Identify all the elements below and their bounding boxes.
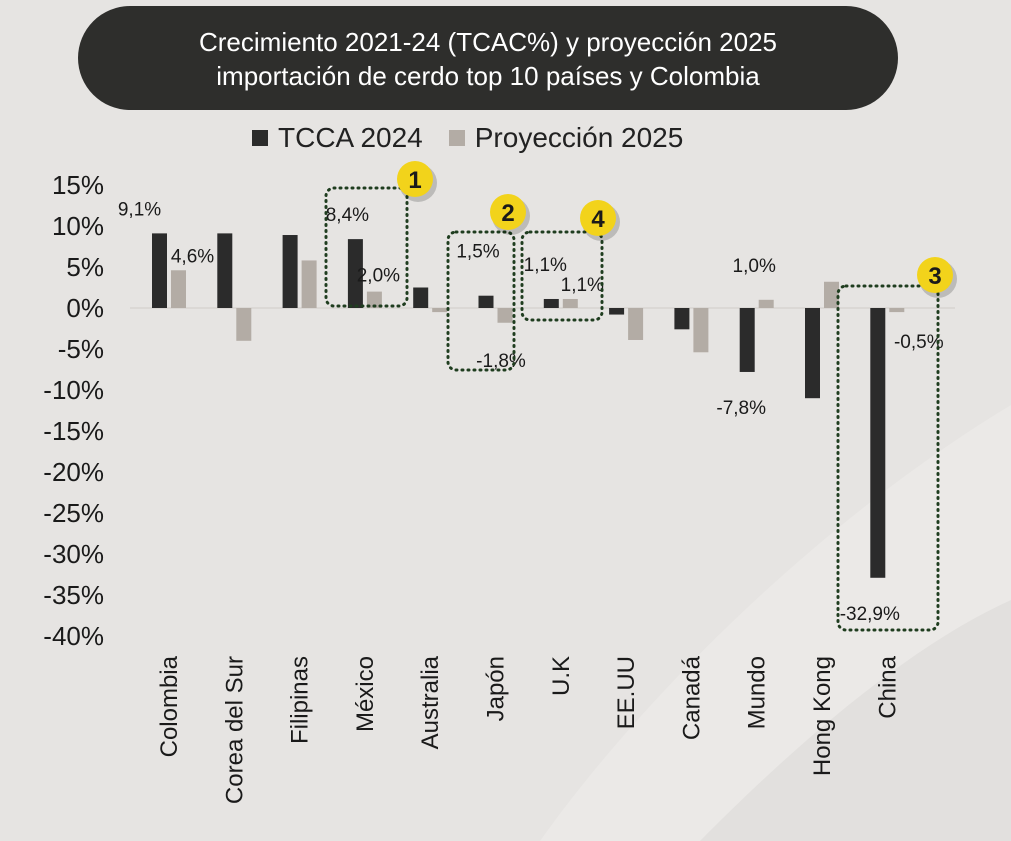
- legend-item-proyeccion: Proyección 2025: [448, 122, 684, 154]
- legend-swatch-proyeccion: [448, 130, 465, 146]
- bar-tcca: [609, 308, 625, 315]
- highlight-box: [520, 230, 604, 322]
- y-tick-label: -5%: [58, 334, 104, 364]
- data-label: 1,1%: [524, 255, 567, 276]
- badge-circle: [917, 257, 953, 293]
- y-tick-label: -30%: [43, 539, 104, 569]
- data-label: 8,4%: [326, 205, 369, 226]
- data-label: 2,0%: [357, 266, 400, 287]
- bar-tcca: [478, 295, 494, 308]
- badge-circle: [397, 161, 433, 197]
- y-tick-label: -20%: [43, 457, 104, 487]
- y-tick-label: 0%: [66, 293, 104, 323]
- y-tick-label: -10%: [43, 375, 104, 405]
- badge-number: 1: [408, 167, 421, 194]
- legend-label-tcca: TCCA 2024: [278, 122, 423, 153]
- legend-swatch-tcca: [252, 130, 268, 146]
- bar-proyeccion: [628, 308, 644, 340]
- highlight-box: [324, 186, 409, 308]
- bar-tcca: [347, 239, 363, 308]
- badge-circle: [490, 194, 526, 230]
- badge-circle: [580, 200, 616, 236]
- y-tick-label: -40%: [43, 621, 104, 651]
- chart-title-line-1: Crecimiento 2021-24 (TCAC%) y proyección…: [198, 27, 778, 57]
- y-tick-label: 15%: [52, 170, 104, 200]
- y-tick-label: -35%: [43, 580, 104, 610]
- x-category-label: Canadá: [678, 655, 705, 740]
- x-category-label: Filipinas: [287, 656, 314, 744]
- badge-number: 3: [928, 263, 941, 290]
- x-category-label: U.K: [548, 656, 575, 696]
- bar-proyeccion: [236, 308, 252, 341]
- bar-proyeccion: [366, 291, 382, 308]
- bar-tcca: [674, 308, 690, 330]
- data-label: 1,0%: [733, 256, 776, 277]
- highlight-box: [836, 284, 940, 632]
- data-label: 9,1%: [118, 199, 161, 220]
- x-category-label: Mundo: [744, 656, 771, 729]
- bar-proyeccion: [301, 260, 317, 308]
- bar-proyeccion: [497, 308, 513, 323]
- bar-tcca: [413, 287, 429, 308]
- bar-tcca: [282, 235, 298, 308]
- data-label: -0,5%: [894, 332, 944, 353]
- data-label: 4,6%: [171, 246, 214, 267]
- legend-item-tcca: TCCA 2024: [252, 122, 423, 154]
- bar-proyeccion: [693, 308, 709, 353]
- bar-proyeccion: [824, 281, 839, 308]
- x-category-label: Japón: [483, 656, 510, 721]
- x-category-label: Australia: [417, 655, 444, 749]
- bar-tcca: [152, 233, 167, 308]
- y-tick-label: -25%: [43, 498, 104, 528]
- bar-tcca: [739, 308, 755, 372]
- badge-number: 4: [591, 206, 605, 233]
- data-label: -7,8%: [716, 398, 766, 419]
- x-category-label: Colombia: [156, 655, 183, 757]
- bar-tcca: [870, 308, 886, 578]
- bar-proyeccion: [758, 299, 774, 308]
- x-category-label: China: [874, 655, 901, 718]
- x-category-label: EE.UU: [613, 656, 640, 729]
- chart-legend: TCCA 2024 Proyección 2025: [252, 118, 709, 158]
- bar-tcca: [217, 233, 233, 308]
- bar-tcca: [543, 298, 559, 308]
- badge-number: 2: [501, 200, 514, 227]
- y-tick-label: 10%: [52, 211, 104, 241]
- chart-title-line-2: importación de cerdo top 10 países y Col…: [216, 61, 760, 91]
- bar-proyeccion: [562, 298, 578, 308]
- data-label: 1,1%: [561, 275, 604, 296]
- data-label: -1,8%: [476, 351, 526, 372]
- chart-title: Crecimiento 2021-24 (TCAC%) y proyección…: [78, 6, 898, 110]
- y-tick-label: -15%: [43, 416, 104, 446]
- data-label: 1,5%: [456, 242, 499, 263]
- y-tick-label: 5%: [66, 252, 104, 282]
- bar-proyeccion: [171, 270, 186, 308]
- legend-label-proyeccion: Proyección 2025: [474, 122, 684, 153]
- bar-proyeccion: [889, 308, 905, 313]
- x-category-label: Hong Kong: [809, 656, 836, 776]
- bar-tcca: [805, 308, 820, 399]
- x-category-label: Corea del Sur: [221, 656, 248, 804]
- bar-proyeccion: [432, 308, 448, 313]
- highlight-box: [446, 230, 516, 372]
- data-label: -32,9%: [840, 604, 900, 625]
- x-category-label: México: [352, 656, 379, 732]
